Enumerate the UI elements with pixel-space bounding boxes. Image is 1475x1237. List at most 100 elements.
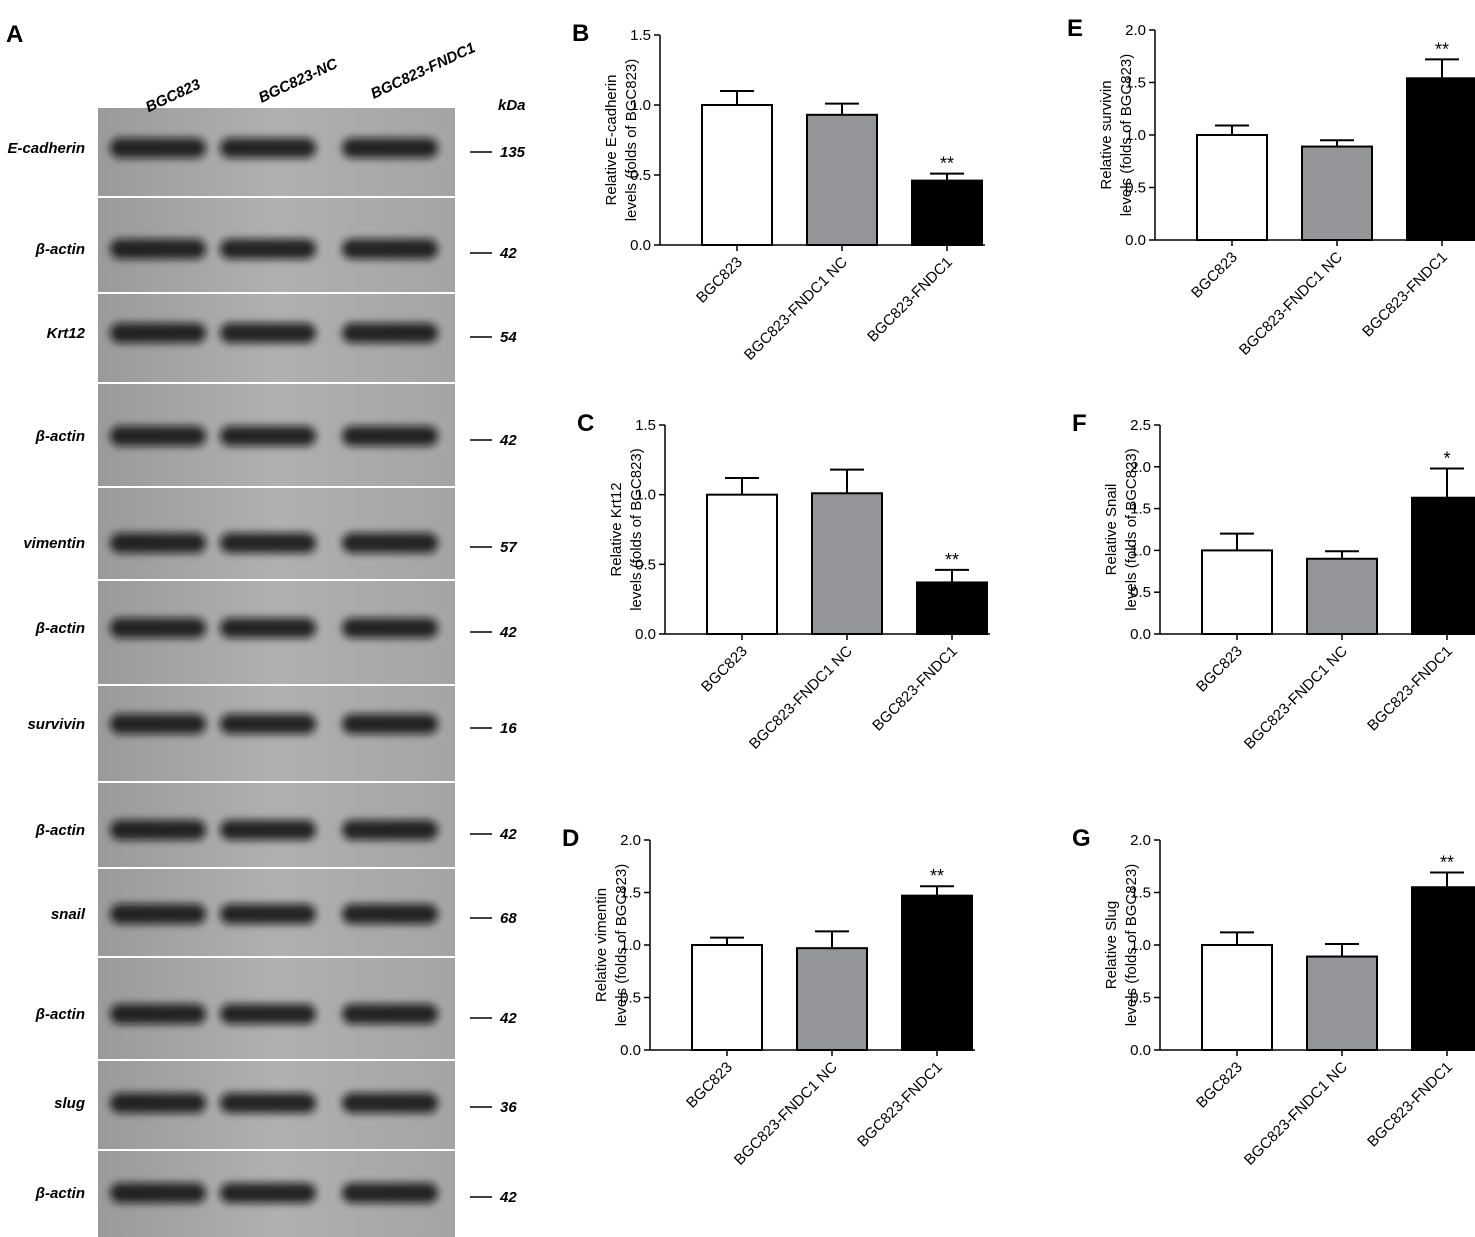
- bar: [1201, 944, 1273, 1051]
- y-axis-label: levels (folds of BGC823): [1123, 448, 1140, 611]
- band: [220, 618, 316, 638]
- y-tick-label: 0.5: [1130, 990, 1151, 1007]
- y-tick-label: 1.5: [1130, 885, 1151, 902]
- protein-label: β-actin: [35, 428, 85, 445]
- band: [220, 820, 316, 840]
- bar: [796, 947, 868, 1052]
- y-tick-label: 1.0: [1130, 937, 1151, 954]
- protein-label: β-actin: [35, 620, 85, 637]
- significance: **: [945, 550, 959, 570]
- x-tick-label: BGC823-FNDC1 NC: [741, 254, 851, 364]
- band: [220, 1183, 316, 1203]
- panel-letter: A: [6, 21, 23, 48]
- panel-letter: B: [572, 20, 589, 47]
- bar: [1306, 557, 1378, 636]
- x-tick-label: BGC823: [693, 254, 746, 307]
- x-tick-label: BGC823-FNDC1: [1364, 643, 1456, 735]
- protein-label: E-cadherin: [7, 140, 85, 157]
- band: [220, 533, 316, 553]
- band: [110, 426, 206, 446]
- y-axis-label: Relative Snail: [1103, 484, 1120, 576]
- x-tick-label: BGC823-FNDC1 NC: [1236, 249, 1346, 359]
- kda-label: 57: [500, 539, 517, 556]
- band: [110, 714, 206, 734]
- y-tick-label: 0.0: [620, 1042, 641, 1059]
- x-tick-label: BGC823-FNDC1 NC: [1241, 643, 1351, 753]
- x-tick-label: BGC823: [683, 1059, 736, 1112]
- x-tick-label: BGC823-FNDC1: [1359, 249, 1451, 341]
- significance: **: [1440, 853, 1454, 873]
- band: [342, 714, 438, 734]
- bar: [1201, 549, 1273, 636]
- bar: [1306, 955, 1378, 1051]
- band: [110, 820, 206, 840]
- y-axis-label: levels (folds of BGC823): [628, 448, 645, 611]
- x-tick-label: BGC823-FNDC1: [869, 643, 961, 735]
- x-tick-label: BGC823-FNDC1: [864, 254, 956, 346]
- unit-label: kDa: [498, 97, 526, 114]
- kda-label: 16: [500, 720, 517, 737]
- band: [342, 1183, 438, 1203]
- band: [110, 1004, 206, 1024]
- protein-label: β-actin: [35, 822, 85, 839]
- band: [110, 533, 206, 553]
- y-axis-label: levels (folds of BGC823): [613, 864, 630, 1027]
- panel-letter: E: [1067, 15, 1083, 42]
- bar: [901, 894, 973, 1052]
- band: [342, 323, 438, 343]
- y-axis-label: levels (folds of BGC823): [1118, 54, 1135, 217]
- kda-label: 42: [499, 826, 517, 843]
- y-tick-label: 1.0: [635, 487, 656, 504]
- band: [220, 426, 316, 446]
- band: [220, 1004, 316, 1024]
- kda-label: 42: [499, 1010, 517, 1027]
- band: [342, 533, 438, 553]
- y-tick-label: 2.0: [620, 832, 641, 849]
- y-tick-label: 1.5: [630, 27, 651, 44]
- significance: *: [1443, 448, 1450, 468]
- bar: [811, 492, 883, 636]
- band: [342, 1093, 438, 1113]
- protein-label: slug: [54, 1095, 85, 1112]
- kda-label: 68: [500, 910, 517, 927]
- y-axis-label: levels (folds of BGC823): [1123, 864, 1140, 1027]
- y-tick-label: 0.5: [630, 167, 651, 184]
- kda-label: 135: [500, 144, 526, 161]
- y-axis-label: Relative survivin: [1098, 80, 1115, 189]
- y-tick-label: 2.0: [1130, 832, 1151, 849]
- y-tick-label: 2.0: [1125, 22, 1146, 39]
- band: [220, 714, 316, 734]
- y-tick-label: 1.5: [620, 885, 641, 902]
- band: [110, 323, 206, 343]
- y-tick-label: 0.5: [1125, 180, 1146, 197]
- band: [342, 618, 438, 638]
- band: [342, 426, 438, 446]
- x-tick-label: BGC823-FNDC1: [854, 1059, 946, 1151]
- kda-label: 42: [499, 245, 517, 262]
- protein-label: β-actin: [35, 1006, 85, 1023]
- blot-background: [98, 108, 455, 1237]
- panel-letter: F: [1072, 410, 1087, 437]
- x-tick-label: BGC823: [1193, 1059, 1246, 1112]
- bar: [1411, 496, 1475, 635]
- y-axis-label: Relative Krt12: [608, 482, 625, 576]
- band: [220, 239, 316, 259]
- band: [110, 904, 206, 924]
- y-tick-label: 1.5: [635, 417, 656, 434]
- y-axis-label: Relative vimentin: [593, 888, 610, 1002]
- protein-label: Krt12: [47, 325, 86, 342]
- band: [342, 904, 438, 924]
- x-tick-label: BGC823-FNDC1 NC: [1241, 1059, 1351, 1169]
- band: [220, 1093, 316, 1113]
- y-tick-label: 2.5: [1130, 417, 1151, 434]
- band: [342, 239, 438, 259]
- band: [220, 138, 316, 158]
- protein-label: β-actin: [35, 1185, 85, 1202]
- y-axis-label: Relative E-cadherin: [603, 75, 620, 206]
- y-tick-label: 1.0: [1125, 127, 1146, 144]
- bar: [1196, 134, 1268, 241]
- panel-letter: C: [577, 410, 594, 437]
- y-axis-label: Relative Slug: [1103, 901, 1120, 989]
- bar: [1411, 886, 1475, 1051]
